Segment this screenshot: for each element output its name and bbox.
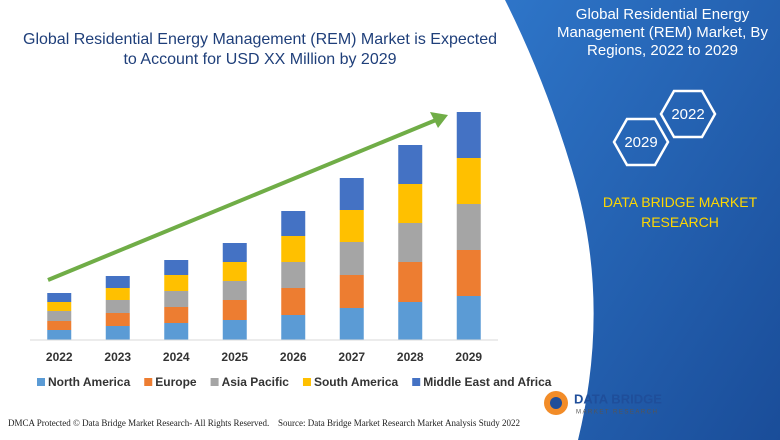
bar-segment bbox=[105, 326, 130, 340]
bar-segment bbox=[398, 145, 423, 184]
bar-segment bbox=[222, 320, 247, 340]
bar-segment bbox=[164, 323, 189, 340]
bar-segment bbox=[222, 262, 247, 281]
trend-arrow-head bbox=[430, 112, 448, 128]
legend-label: North America bbox=[48, 375, 131, 389]
bar-segment bbox=[398, 223, 423, 262]
bar-segment bbox=[105, 300, 130, 313]
footer-source: Source: Data Bridge Market Research Mark… bbox=[278, 418, 520, 428]
legend-label: Europe bbox=[155, 375, 197, 389]
legend-label: Asia Pacific bbox=[222, 375, 290, 389]
bar-segment bbox=[339, 275, 364, 308]
bar-segment bbox=[398, 302, 423, 340]
bar-segment bbox=[281, 262, 306, 288]
logo-name: DATA BRIDGE bbox=[574, 391, 662, 406]
bar-segment bbox=[47, 330, 72, 340]
panel-title: Global Residential Energy Management (RE… bbox=[557, 6, 768, 59]
bar-segment bbox=[222, 281, 247, 300]
bar-segment bbox=[339, 242, 364, 275]
bar-segment bbox=[456, 296, 481, 340]
logo-mark bbox=[550, 397, 562, 409]
bar-segment bbox=[456, 112, 481, 158]
bar-segment bbox=[222, 243, 247, 262]
bar-segment bbox=[339, 178, 364, 210]
x-tick-label: 2024 bbox=[163, 350, 190, 364]
x-tick-label: 2027 bbox=[338, 350, 365, 364]
x-tick-label: 2023 bbox=[104, 350, 131, 364]
x-tick-label: 2026 bbox=[280, 350, 307, 364]
x-tick-label: 2025 bbox=[221, 350, 248, 364]
bar-segment bbox=[339, 210, 364, 242]
legend-label: Middle East and Africa bbox=[423, 375, 552, 389]
brand: DATA BRIDGE MARKET RESEARCH bbox=[602, 194, 758, 230]
x-tick-label: 2022 bbox=[46, 350, 73, 364]
x-tick-label: 2029 bbox=[455, 350, 482, 364]
bar-segment bbox=[164, 307, 189, 323]
bar-segment bbox=[164, 260, 189, 275]
hexagon-label: 2022 bbox=[671, 106, 704, 123]
logo: DATA BRIDGE MARKET RESEARCH bbox=[544, 391, 662, 416]
bar-segment bbox=[281, 236, 306, 262]
bar-segment bbox=[47, 311, 72, 321]
bar-segment bbox=[456, 158, 481, 204]
bar-segment bbox=[47, 293, 72, 302]
legend-swatch bbox=[210, 378, 219, 386]
legend-swatch bbox=[37, 378, 45, 386]
logo-tagline: MARKET RESEARCH bbox=[576, 410, 658, 416]
hexagon-label: 2029 bbox=[624, 134, 657, 151]
bar-segment bbox=[47, 302, 72, 311]
bar-segment bbox=[339, 308, 364, 340]
bar-segment bbox=[164, 275, 189, 291]
bar-segment bbox=[456, 204, 481, 250]
bar-segment bbox=[222, 300, 247, 320]
legend-swatch bbox=[302, 378, 311, 386]
chart-title: Global Residential Energy Management (RE… bbox=[23, 31, 497, 68]
bar-segment bbox=[398, 262, 423, 302]
bar-segment bbox=[105, 313, 130, 326]
bar-segment bbox=[164, 291, 189, 307]
legend-label: South America bbox=[314, 375, 399, 389]
bar-segment bbox=[105, 276, 130, 288]
bar-segment bbox=[281, 315, 306, 340]
hexagon bbox=[659, 89, 717, 139]
bar-segment bbox=[281, 211, 306, 236]
legend-swatch bbox=[412, 378, 421, 386]
side-panel bbox=[505, 0, 780, 440]
bar-segment bbox=[47, 321, 72, 330]
legend-swatch bbox=[144, 378, 153, 386]
x-tick-label: 2028 bbox=[397, 350, 424, 364]
hexagon bbox=[612, 117, 670, 167]
bar-segment bbox=[398, 184, 423, 223]
trend-arrow bbox=[47, 118, 437, 282]
bar-segment bbox=[281, 288, 306, 315]
footer-dmca: DMCA Protected © Data Bridge Market Rese… bbox=[8, 418, 270, 428]
bar-segment bbox=[105, 288, 130, 300]
bar-segment bbox=[456, 250, 481, 296]
